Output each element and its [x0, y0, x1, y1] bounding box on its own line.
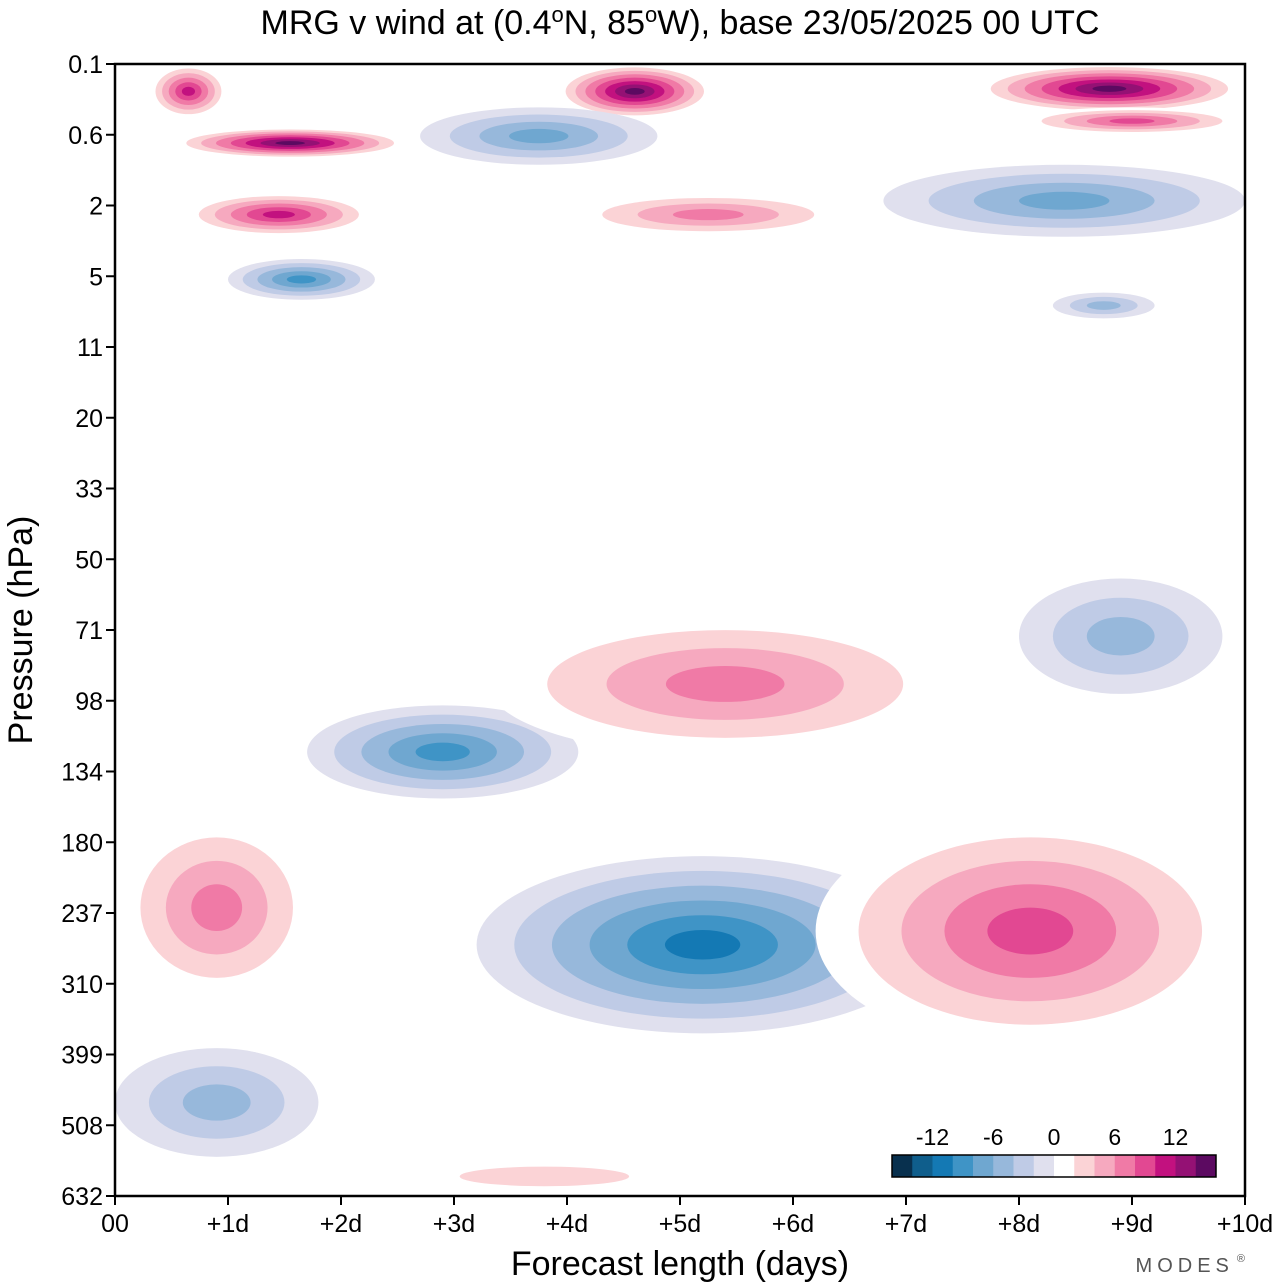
contour-band [665, 666, 785, 702]
contour-feature [1052, 292, 1155, 319]
contour-feature [182, 192, 375, 237]
contour-band [509, 128, 569, 144]
colorbar-tick-label: -12 [916, 1124, 949, 1150]
colorbar-tick-label: 0 [1048, 1124, 1061, 1150]
y-tick-label: 98 [75, 688, 103, 716]
y-tick-label: 11 [77, 334, 103, 362]
contour-feature [171, 127, 409, 159]
contour-band [181, 86, 196, 96]
colorbar-frame [891, 1154, 1217, 1178]
contour-band [664, 929, 741, 960]
y-tick-label: 50 [75, 546, 103, 574]
contour-feature [555, 64, 714, 119]
y-tick-label: 632 [61, 1183, 103, 1211]
contour-feature [1019, 107, 1245, 135]
contour-feature [148, 64, 228, 119]
contour-feature [228, 259, 375, 300]
colorbar-swatch [973, 1155, 994, 1177]
y-tick-label: 20 [75, 405, 103, 433]
contour-feature [567, 192, 850, 237]
colorbar-swatch [892, 1155, 913, 1177]
contour-feature [115, 1048, 319, 1157]
colorbar-swatch [932, 1155, 954, 1177]
x-axis-label: Forecast length (days) [511, 1245, 849, 1283]
x-tick-label: +5d [659, 1210, 701, 1238]
contour-band [191, 884, 243, 932]
colorbar-swatch [912, 1155, 933, 1177]
contour-band [987, 907, 1074, 955]
colorbar-swatch [1094, 1155, 1116, 1177]
colorbar-tick-label: -6 [983, 1124, 1003, 1150]
contour-band [286, 275, 317, 284]
colorbar-swatch [1013, 1155, 1035, 1177]
x-tick-label: +1d [207, 1210, 249, 1238]
plot-area [115, 64, 1245, 1196]
y-tick-label: 180 [61, 829, 103, 857]
x-tick-label: +3d [433, 1210, 475, 1238]
colorbar-swatch [1114, 1155, 1136, 1177]
colorbar-swatch [1033, 1155, 1055, 1177]
contour-feature [883, 164, 1245, 237]
contour-feature [487, 612, 963, 756]
contour-band [415, 742, 470, 762]
colorbar-swatch [952, 1155, 974, 1177]
colorbar-tick-label: 6 [1108, 1124, 1121, 1150]
contour-band [1086, 616, 1155, 656]
contour-field [115, 64, 1245, 1196]
colorbar-swatch [1195, 1155, 1217, 1177]
contour-feature [374, 1156, 714, 1196]
colorbar-swatch [993, 1155, 1014, 1177]
x-tick-label: +4d [546, 1210, 588, 1238]
colorbar-swatch [1054, 1155, 1075, 1177]
y-tick-label: 134 [61, 759, 103, 787]
y-tick-label: 2 [89, 193, 103, 221]
colorbar-tick-label: 12 [1163, 1124, 1189, 1150]
contour-band [459, 1166, 630, 1187]
contour-band [1092, 85, 1127, 92]
x-axis: 00 +1d +2d +3d +4d +5d +6d +7d +8d +9d +10d [101, 1196, 1273, 1238]
x-tick-label: +10d [1217, 1210, 1273, 1238]
contour-band [182, 1084, 251, 1121]
contour-band [672, 209, 744, 221]
y-tick-label: 310 [61, 971, 103, 999]
y-tick-label: 399 [61, 1042, 103, 1070]
x-tick-label: +9d [1111, 1210, 1153, 1238]
contour-band [624, 87, 645, 95]
y-tick-label: 0.1 [68, 51, 103, 79]
contour-feature [815, 814, 1245, 1049]
y-tick-label: 237 [61, 900, 103, 928]
x-tick-label: +6d [772, 1210, 814, 1238]
x-tick-label: +2d [320, 1210, 362, 1238]
contour-feature [307, 705, 579, 799]
contour-band [1109, 118, 1155, 124]
chart-title: MRG v wind at (0.4oN, 85oW), base 23/05/… [261, 2, 1100, 42]
contour-feature [476, 856, 929, 1034]
colorbar: -12 -6 0 6 12 [891, 1124, 1217, 1178]
colorbar-swatch [1074, 1155, 1095, 1177]
contour-feature [973, 64, 1245, 114]
contour-band [1018, 191, 1110, 210]
y-tick-label: 0.6 [68, 122, 103, 150]
y-tick-label: 71 [75, 617, 103, 645]
colorbar-swatch [1135, 1155, 1156, 1177]
x-tick-label: +8d [998, 1210, 1040, 1238]
contour-feature [420, 107, 658, 165]
y-tick-label: 5 [89, 263, 103, 291]
colorbar-swatch [1175, 1155, 1197, 1177]
contour-feature [1018, 578, 1223, 694]
y-axis: 0.1 0.6 2 5 11 20 33 50 71 98 134 180 237 310 399 508 63… [61, 51, 115, 1211]
y-axis-label: Pressure (hPa) [2, 516, 40, 745]
x-tick-label: +7d [885, 1210, 927, 1238]
contour-band [262, 210, 295, 219]
contour-band [1086, 301, 1121, 310]
brand-logo: MODES ® [1136, 1253, 1250, 1277]
y-tick-label: 33 [75, 476, 103, 504]
contour-feature [115, 814, 319, 1002]
y-tick-label: 508 [61, 1112, 103, 1140]
contour-band [275, 141, 305, 146]
x-tick-label: 00 [101, 1210, 129, 1238]
colorbar-swatch [1155, 1155, 1176, 1177]
